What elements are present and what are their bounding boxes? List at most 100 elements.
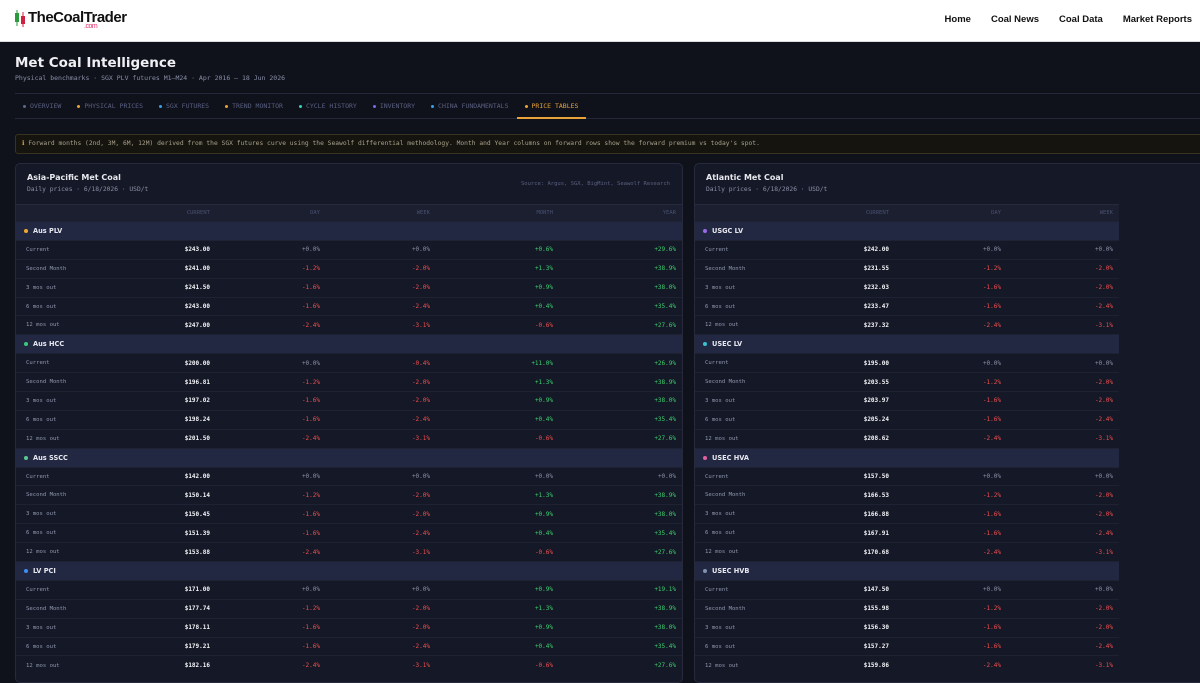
nav-link[interactable]: Coal Data xyxy=(1059,14,1103,25)
tab[interactable]: PRICE TABLES xyxy=(516,94,587,119)
change-cell: -3.1% xyxy=(1007,655,1119,675)
nav-link[interactable]: Home xyxy=(944,14,971,25)
price-cell: $151.39 xyxy=(126,523,216,543)
group-cell: Aus SSCC xyxy=(16,447,682,468)
row-label: 3 mos out xyxy=(695,504,805,524)
change-cell: +11.0% xyxy=(436,353,559,373)
change-cell: +0.0% xyxy=(216,239,326,260)
change-cell: +0.0% xyxy=(1007,579,1119,600)
data-row: Current $147.50 +0.0% +0.0% xyxy=(695,579,1119,600)
header-cell xyxy=(16,204,126,222)
change-cell: -1.6% xyxy=(216,636,326,656)
row-label: 6 mos out xyxy=(695,296,805,316)
change-cell: +27.6% xyxy=(559,542,682,562)
tab[interactable]: TREND MONITOR xyxy=(217,94,291,119)
change-cell: +38.0% xyxy=(559,617,682,638)
tab-dot xyxy=(225,104,229,108)
nav-link[interactable]: Coal News xyxy=(990,14,1039,25)
tab[interactable]: SGX FUTURES xyxy=(151,94,217,119)
price-cell: $242.00 xyxy=(805,239,895,260)
data-row: 3 mos out $178.11 -1.6% -2.0% +0.9% +38.0% xyxy=(16,617,682,638)
change-cell: -1.2% xyxy=(895,485,1007,505)
data-row: Second Month $231.55 -1.2% -2.0% xyxy=(695,258,1119,279)
change-cell: -0.6% xyxy=(436,542,559,562)
logo-suffix: .com xyxy=(84,23,98,30)
change-cell: -2.0% xyxy=(326,598,436,619)
row-label: Current xyxy=(16,239,126,260)
tab[interactable]: OVERVIEW xyxy=(15,94,69,119)
change-cell: -2.4% xyxy=(216,315,326,335)
change-cell: -1.6% xyxy=(895,523,1007,543)
logo[interactable]: TheCoalTrader .com xyxy=(14,8,127,30)
change-cell: -2.4% xyxy=(326,636,436,656)
price-cell: $232.03 xyxy=(805,277,895,298)
tab-label: PHYSICAL PRICES xyxy=(84,102,144,110)
data-row: 6 mos out $198.24 -1.6% -2.4% +0.4% +35.4% xyxy=(16,409,682,430)
data-row: 6 mos out $243.00 -1.6% -2.4% +0.4% +35.4% xyxy=(16,296,682,316)
price-cell: $201.50 xyxy=(126,428,216,449)
data-row: 12 mos out $159.86 -2.4% -3.1% xyxy=(695,655,1119,675)
change-cell: -2.0% xyxy=(1007,598,1119,619)
tab-dot xyxy=(431,104,435,108)
change-cell: +27.6% xyxy=(559,428,682,449)
change-cell: -2.0% xyxy=(326,485,436,505)
change-cell: -1.2% xyxy=(895,598,1007,619)
change-cell: +27.6% xyxy=(559,655,682,675)
row-label: 3 mos out xyxy=(695,391,805,411)
tab-label: CHINA FUNDAMENTALS xyxy=(438,102,509,110)
row-label: 12 mos out xyxy=(16,542,126,562)
data-row: Current $171.00 +0.0% +0.0% +0.9% +19.1% xyxy=(16,579,682,600)
price-cell: $233.47 xyxy=(805,296,895,316)
price-cell: $170.68 xyxy=(805,542,895,562)
price-cell: $196.81 xyxy=(126,372,216,392)
change-cell: -1.6% xyxy=(895,409,1007,430)
change-cell: +0.0% xyxy=(895,579,1007,600)
tab[interactable]: INVENTORY xyxy=(365,94,423,119)
row-label: Current xyxy=(16,579,126,600)
change-cell: -1.6% xyxy=(216,391,326,411)
change-cell: +1.3% xyxy=(436,372,559,392)
row-label: 6 mos out xyxy=(16,636,126,656)
change-cell: -0.4% xyxy=(326,353,436,373)
price-cell: $197.02 xyxy=(126,391,216,411)
price-cell: $159.86 xyxy=(805,655,895,675)
change-cell: -2.4% xyxy=(1007,523,1119,543)
change-cell: -1.6% xyxy=(216,409,326,430)
page-title: Met Coal Intelligence xyxy=(15,55,177,71)
change-cell: -2.0% xyxy=(326,258,436,279)
change-cell: -2.4% xyxy=(895,315,1007,335)
tab[interactable]: CYCLE HISTORY xyxy=(291,94,365,119)
tab[interactable]: PHYSICAL PRICES xyxy=(69,94,151,119)
group-cell: Aus HCC xyxy=(16,334,682,354)
row-label: 12 mos out xyxy=(695,655,805,675)
change-cell: -2.4% xyxy=(216,542,326,562)
data-row: 3 mos out $150.45 -1.6% -2.0% +0.9% +38.0% xyxy=(16,504,682,524)
data-row: 6 mos out $233.47 -1.6% -2.4% xyxy=(695,296,1119,316)
nav-link[interactable]: Market Reports xyxy=(1122,14,1192,25)
data-row: Current $142.00 +0.0% +0.0% +0.0% +0.0% xyxy=(16,466,682,486)
change-cell: -0.6% xyxy=(436,315,559,335)
group-row: Aus HCC xyxy=(16,334,682,354)
change-cell: +38.0% xyxy=(559,391,682,411)
row-label: 12 mos out xyxy=(16,655,126,675)
tab-label: INVENTORY xyxy=(379,102,416,110)
price-table: CURRENT DAY WEEK MONTH YEAR Aus PLV Current $24… xyxy=(16,204,682,675)
price-cell: $147.50 xyxy=(805,579,895,600)
change-cell: -3.1% xyxy=(326,655,436,675)
price-cell: $241.50 xyxy=(126,277,216,298)
change-cell: -1.6% xyxy=(895,296,1007,316)
change-cell: -2.0% xyxy=(1007,391,1119,411)
change-cell: -1.2% xyxy=(895,258,1007,279)
tab[interactable]: CHINA FUNDAMENTALS xyxy=(423,94,516,119)
change-cell: +35.4% xyxy=(559,636,682,656)
group-dot xyxy=(703,228,707,233)
row-label: Second Month xyxy=(695,258,805,279)
column-header: WEEK xyxy=(1007,204,1119,222)
change-cell: +0.0% xyxy=(326,239,436,260)
header-row: CURRENT DAY WEEK MONTH YEAR xyxy=(16,204,682,222)
panel-source: Source: Argus, SGX, BigMint, Seawolf Res… xyxy=(520,181,670,187)
panel-subtitle: Daily prices · 6/18/2026 · USD/t xyxy=(27,186,149,193)
row-label: Current xyxy=(695,579,805,600)
price-cell: $205.24 xyxy=(805,409,895,430)
